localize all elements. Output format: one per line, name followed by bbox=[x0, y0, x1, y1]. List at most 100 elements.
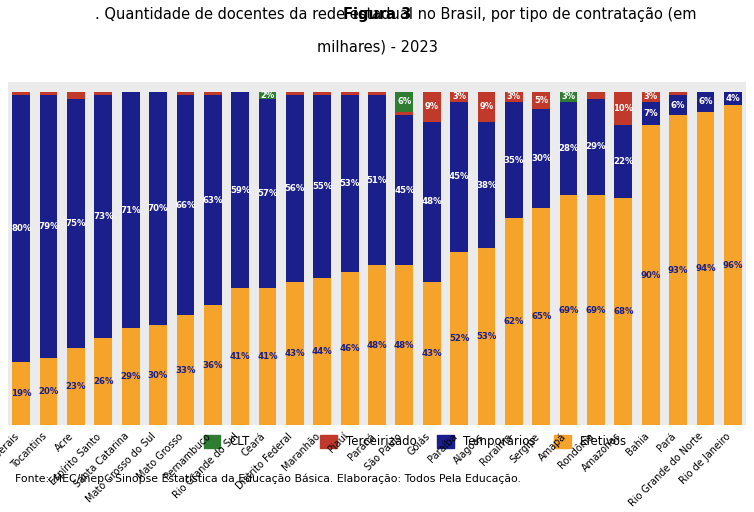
Text: 90%: 90% bbox=[640, 270, 661, 280]
Text: 57%: 57% bbox=[257, 189, 277, 198]
Text: 38%: 38% bbox=[477, 181, 497, 189]
Text: Efetivos: Efetivos bbox=[580, 435, 627, 448]
Text: 9%: 9% bbox=[425, 102, 439, 112]
Text: 41%: 41% bbox=[257, 352, 277, 361]
Bar bbox=[396, 112, 413, 115]
Bar bbox=[532, 208, 550, 425]
Bar bbox=[450, 92, 468, 102]
Bar bbox=[724, 105, 742, 425]
Text: 29%: 29% bbox=[121, 372, 141, 381]
Bar bbox=[12, 92, 30, 95]
Bar bbox=[669, 95, 687, 115]
Bar bbox=[314, 279, 331, 425]
Text: 75%: 75% bbox=[66, 219, 86, 228]
Bar bbox=[40, 92, 57, 95]
Text: 48%: 48% bbox=[366, 340, 388, 350]
Bar bbox=[368, 95, 386, 265]
Bar bbox=[259, 288, 277, 425]
Text: 2%: 2% bbox=[260, 91, 274, 100]
Bar bbox=[204, 95, 222, 305]
Bar bbox=[505, 92, 523, 102]
Bar bbox=[505, 219, 523, 425]
Bar bbox=[587, 195, 605, 425]
Bar bbox=[423, 282, 440, 425]
Bar bbox=[450, 252, 468, 425]
Bar bbox=[669, 115, 687, 425]
Text: CLT: CLT bbox=[229, 435, 250, 448]
Bar bbox=[423, 92, 440, 122]
Text: 4%: 4% bbox=[725, 94, 740, 103]
Bar bbox=[67, 92, 85, 99]
Text: 43%: 43% bbox=[421, 349, 442, 358]
Bar bbox=[615, 199, 632, 425]
Text: 45%: 45% bbox=[449, 173, 469, 181]
Text: 94%: 94% bbox=[695, 264, 716, 273]
Bar bbox=[724, 92, 742, 105]
Text: 20%: 20% bbox=[38, 387, 59, 396]
Text: 26%: 26% bbox=[93, 377, 114, 386]
Bar bbox=[396, 265, 413, 425]
Text: 6%: 6% bbox=[698, 97, 713, 106]
Bar bbox=[286, 282, 304, 425]
Text: 66%: 66% bbox=[175, 201, 196, 209]
Bar bbox=[341, 272, 359, 425]
Text: 3%: 3% bbox=[644, 92, 657, 101]
Text: 80%: 80% bbox=[11, 224, 32, 233]
Bar bbox=[437, 435, 454, 449]
Text: milhares) - 2023: milhares) - 2023 bbox=[317, 39, 437, 54]
Bar bbox=[450, 102, 468, 252]
Bar bbox=[176, 315, 195, 425]
Bar bbox=[532, 109, 550, 208]
Text: 79%: 79% bbox=[38, 222, 59, 231]
Text: 43%: 43% bbox=[284, 349, 305, 358]
Text: Figura 3: Figura 3 bbox=[343, 7, 411, 22]
Bar bbox=[122, 92, 139, 328]
Text: 96%: 96% bbox=[722, 261, 743, 270]
Text: 6%: 6% bbox=[397, 97, 412, 106]
Bar bbox=[642, 92, 660, 102]
Text: 33%: 33% bbox=[175, 366, 196, 374]
Text: 51%: 51% bbox=[366, 176, 388, 185]
Text: 70%: 70% bbox=[148, 204, 168, 213]
Bar bbox=[587, 92, 605, 99]
Bar bbox=[204, 435, 220, 449]
Text: 28%: 28% bbox=[558, 144, 579, 153]
Bar bbox=[615, 92, 632, 125]
Text: 69%: 69% bbox=[586, 306, 606, 314]
Text: 73%: 73% bbox=[93, 212, 114, 221]
Text: 35%: 35% bbox=[504, 156, 524, 165]
Bar bbox=[396, 115, 413, 265]
Text: 55%: 55% bbox=[312, 182, 333, 191]
Text: Temporários: Temporários bbox=[463, 435, 535, 448]
Text: 3%: 3% bbox=[452, 92, 466, 101]
Bar bbox=[477, 122, 495, 248]
Bar bbox=[341, 92, 359, 95]
Text: 3%: 3% bbox=[507, 92, 521, 101]
Bar bbox=[231, 288, 249, 425]
Text: 19%: 19% bbox=[11, 389, 32, 398]
Bar bbox=[122, 328, 139, 425]
Bar bbox=[341, 95, 359, 272]
Bar bbox=[314, 95, 331, 279]
Text: 65%: 65% bbox=[531, 312, 551, 321]
Bar bbox=[559, 102, 578, 195]
Bar bbox=[286, 95, 304, 282]
Bar bbox=[587, 99, 605, 195]
Bar bbox=[642, 125, 660, 425]
Bar bbox=[67, 348, 85, 425]
Text: 53%: 53% bbox=[339, 179, 360, 188]
Bar bbox=[176, 95, 195, 315]
Text: 5%: 5% bbox=[534, 96, 548, 105]
Bar bbox=[697, 112, 714, 425]
Bar bbox=[368, 265, 386, 425]
Bar bbox=[559, 195, 578, 425]
Text: 63%: 63% bbox=[203, 196, 223, 205]
Bar bbox=[554, 435, 571, 449]
Text: . Quantidade de docentes da rede estadual no Brasil, por tipo de contratação (em: . Quantidade de docentes da rede estadua… bbox=[58, 7, 696, 22]
Bar bbox=[314, 92, 331, 95]
Text: 45%: 45% bbox=[394, 186, 415, 195]
Text: 6%: 6% bbox=[671, 101, 685, 110]
Bar bbox=[40, 358, 57, 425]
Bar bbox=[12, 361, 30, 425]
Bar bbox=[12, 95, 30, 361]
